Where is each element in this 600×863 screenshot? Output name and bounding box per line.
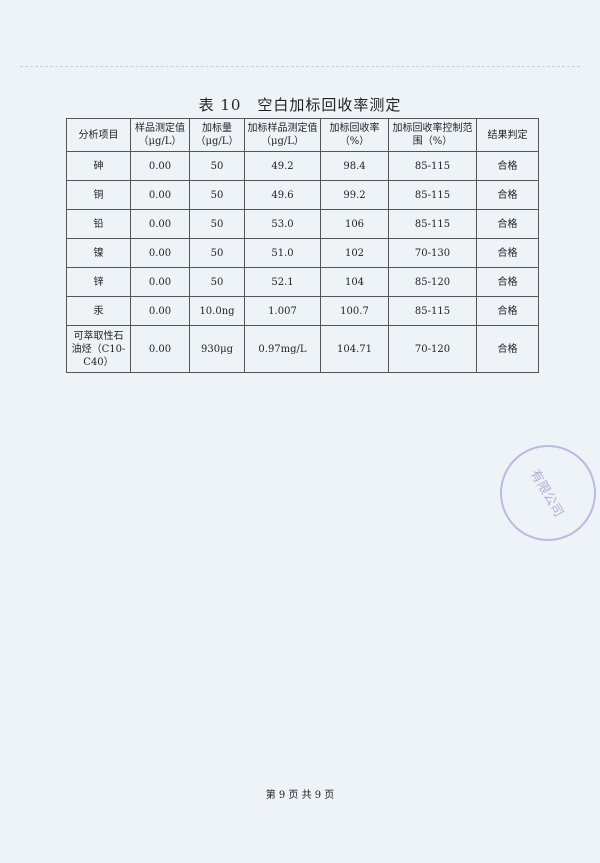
table-row: 砷 0.00 50 49.2 98.4 85-115 合格 [66, 151, 539, 181]
page-number: 第 9 页 共 9 页 [265, 790, 335, 801]
table-cell: 99.2 [320, 180, 389, 210]
table-cell: 70-130 [388, 238, 477, 268]
table-row: 可萃取性石油烃（C10-C40） 0.00 930μg 0.97mg/L 104.71 7… [66, 325, 539, 373]
table-cell: 53.0 [244, 209, 321, 239]
col-header: 分析项目 [66, 118, 131, 152]
table-cell: 104 [320, 267, 389, 297]
table-cell: 85-115 [388, 296, 477, 326]
table-cell: 50 [189, 209, 245, 239]
table-cell: 0.00 [130, 267, 190, 297]
table-cell: 52.1 [244, 267, 321, 297]
col-header: 结果判定 [476, 118, 539, 152]
table-cell: 49.6 [244, 180, 321, 210]
table-cell: 0.00 [130, 238, 190, 268]
table-cell: 85-115 [388, 209, 477, 239]
table-cell: 铜 [66, 180, 131, 210]
table-cell: 合格 [476, 209, 539, 239]
table-row: 镍 0.00 50 51.0 102 70-130 合格 [66, 238, 539, 268]
table-cell: 锌 [66, 267, 131, 297]
table-cell: 砷 [66, 151, 131, 181]
table-cell: 0.00 [130, 296, 190, 326]
table-cell: 106 [320, 209, 389, 239]
table-row: 铜 0.00 50 49.6 99.2 85-115 合格 [66, 180, 539, 210]
table-cell: 合格 [476, 267, 539, 297]
table-cell: 汞 [66, 296, 131, 326]
col-header: 加标回收率（%） [320, 118, 389, 152]
table-cell: 0.00 [130, 180, 190, 210]
col-header: 加标回收率控制范围（%） [388, 118, 477, 152]
table-cell: 10.0ng [189, 296, 245, 326]
table-cell: 100.7 [320, 296, 389, 326]
table-cell: 0.00 [130, 151, 190, 181]
table-cell: 102 [320, 238, 389, 268]
table-cell: 70-120 [388, 325, 477, 373]
table-cell: 镍 [66, 238, 131, 268]
table-cell: 50 [189, 267, 245, 297]
col-header: 样品测定值（μg/L） [130, 118, 190, 152]
table-row: 锌 0.00 50 52.1 104 85-120 合格 [66, 267, 539, 297]
table-cell: 合格 [476, 296, 539, 326]
table-cell: 51.0 [244, 238, 321, 268]
table-cell: 50 [189, 180, 245, 210]
table-cell: 合格 [476, 325, 539, 373]
recovery-table: 分析项目 样品测定值（μg/L） 加标量（μg/L） 加标样品测定值（μg/L）… [66, 118, 539, 373]
table-cell: 50 [189, 238, 245, 268]
table-row: 汞 0.00 10.0ng 1.007 100.7 85-115 合格 [66, 296, 539, 326]
table-title: 表 10 空白加标回收率测定 [198, 96, 402, 114]
col-header: 加标量（μg/L） [189, 118, 245, 152]
table-cell: 合格 [476, 238, 539, 268]
table-cell: 85-115 [388, 151, 477, 181]
table-cell: 1.007 [244, 296, 321, 326]
table-cell: 可萃取性石油烃（C10-C40） [66, 325, 131, 373]
table-cell: 合格 [476, 180, 539, 210]
table-cell: 104.71 [320, 325, 389, 373]
table-header-row: 分析项目 样品测定值（μg/L） 加标量（μg/L） 加标样品测定值（μg/L）… [66, 118, 539, 152]
col-header: 加标样品测定值（μg/L） [244, 118, 321, 152]
table-cell: 合格 [476, 151, 539, 181]
table-cell: 50 [189, 151, 245, 181]
company-seal: 有限公司 [500, 445, 596, 541]
table-cell: 930μg [189, 325, 245, 373]
header-rule [20, 66, 580, 67]
table-cell: 49.2 [244, 151, 321, 181]
table-cell: 98.4 [320, 151, 389, 181]
table-cell: 0.00 [130, 325, 190, 373]
table-cell: 0.00 [130, 209, 190, 239]
table-row: 铅 0.00 50 53.0 106 85-115 合格 [66, 209, 539, 239]
table-cell: 0.97mg/L [244, 325, 321, 373]
table-cell: 85-120 [388, 267, 477, 297]
table-cell: 85-115 [388, 180, 477, 210]
seal-text: 有限公司 [526, 467, 566, 520]
table-cell: 铅 [66, 209, 131, 239]
